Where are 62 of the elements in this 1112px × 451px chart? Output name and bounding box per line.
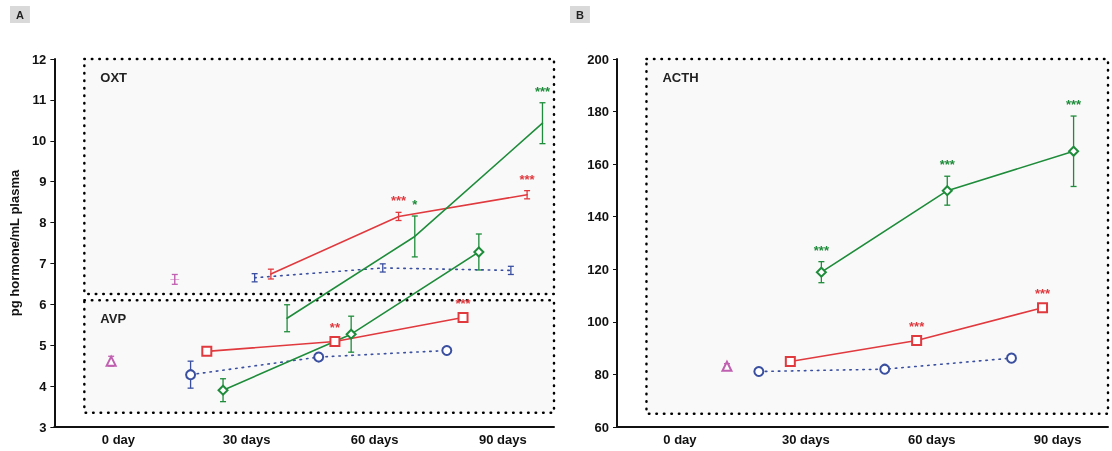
y-tick-label: 5 [39,337,47,353]
y-tick-label: 4 [39,378,48,394]
y-tick-label: 6 [39,296,47,312]
point [457,311,469,323]
y-tick-label: 7 [39,255,47,271]
x-tick-label: 90 days [478,432,527,447]
y-tick-label: 8 [39,215,47,231]
y-tick-label: 3 [39,419,47,435]
point [1068,145,1080,157]
point [313,351,325,363]
point [879,363,891,375]
y-tick-label: 60 [594,419,609,435]
point [441,345,453,357]
y-tick-label: 11 [32,92,47,108]
y-tick-label: 180 [587,104,609,120]
annotation: ** [329,320,341,336]
y-tick-label: 120 [587,261,609,277]
band-label: OXT [100,70,128,85]
annotation: * [412,197,419,213]
y-axis-title: pg hormone/mL plasma [7,169,22,317]
point [473,246,485,258]
x-tick-label: 0 day [663,432,698,447]
point [911,335,923,347]
annotation: *** [390,193,408,209]
y-tick-label: 100 [587,314,609,330]
point [329,336,341,348]
point [1005,352,1017,364]
annotation: *** [534,83,551,99]
y-tick-label: 10 [31,133,47,149]
point [217,384,229,396]
annotation: *** [1034,286,1052,302]
annotation: *** [1065,97,1083,113]
point [185,369,197,381]
point [815,266,827,278]
x-tick-label: 60 days [907,432,956,447]
point [721,360,733,372]
x-tick-label: 60 days [350,432,399,447]
x-tick-label: 90 days [1033,432,1082,447]
point [1037,302,1049,314]
x-tick-label: 30 days [781,432,830,447]
point [941,185,953,197]
band-label: AVP [100,311,127,327]
annotation: *** [909,318,926,334]
y-tick-label: 80 [594,366,609,382]
x-tick-label: 0 day [101,432,136,447]
band-label: ACTH [662,70,699,85]
annotation: *** [519,171,536,187]
point [784,356,796,368]
y-tick-label: 12 [31,51,47,67]
point [345,328,357,340]
chart-title: A [16,8,24,21]
annotation: *** [813,242,830,258]
y-tick-label: 9 [39,174,47,190]
point [201,345,213,357]
chart-title: B [576,8,584,21]
y-tick-label: 200 [587,51,609,67]
y-tick-label: 160 [587,156,609,172]
y-tick-label: 140 [587,209,609,225]
point [753,366,765,378]
annotation: *** [939,157,956,173]
annotation: *** [455,296,472,312]
x-tick-label: 30 days [222,432,271,447]
